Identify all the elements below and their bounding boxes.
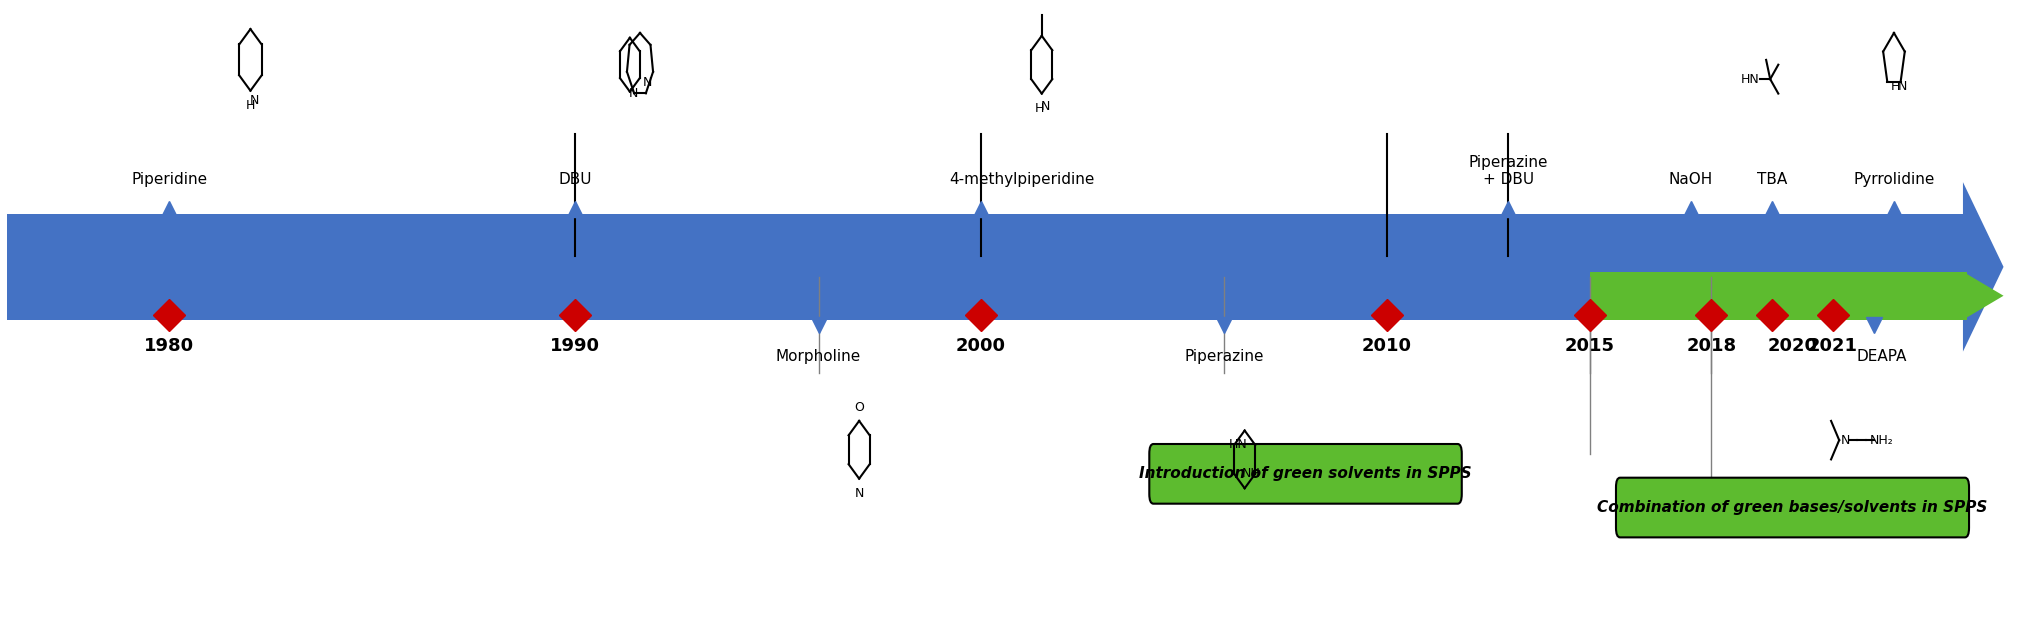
Polygon shape	[1962, 272, 2003, 320]
Text: N: N	[249, 94, 259, 107]
Text: O: O	[854, 401, 864, 414]
Text: Morpholine: Morpholine	[776, 348, 862, 364]
Polygon shape	[1962, 182, 2003, 352]
Text: Piperidine: Piperidine	[131, 172, 208, 187]
Text: NH₂: NH₂	[1870, 433, 1893, 447]
Text: H: H	[245, 99, 255, 112]
FancyBboxPatch shape	[1150, 444, 1462, 503]
Bar	[1589, 272, 1966, 320]
Text: 2000: 2000	[956, 337, 1007, 355]
Text: HN: HN	[1740, 72, 1760, 86]
Text: 1990: 1990	[549, 337, 600, 355]
Text: Piperazine: Piperazine	[1184, 348, 1264, 364]
Text: N: N	[1897, 80, 1907, 93]
Text: HN: HN	[1229, 438, 1248, 452]
Text: H: H	[1891, 80, 1901, 93]
Text: H: H	[1035, 103, 1043, 115]
Text: Piperazine
+ DBU: Piperazine + DBU	[1468, 154, 1548, 187]
Text: 1980: 1980	[145, 337, 194, 355]
Text: N: N	[1039, 100, 1050, 113]
Text: N: N	[643, 76, 651, 89]
Text: N: N	[629, 87, 639, 100]
Bar	[6, 214, 1971, 320]
Text: Introduction of green solvents in SPPS: Introduction of green solvents in SPPS	[1139, 466, 1472, 481]
Text: 2010: 2010	[1362, 337, 1411, 355]
Text: N: N	[1840, 433, 1850, 447]
Text: DBU: DBU	[557, 172, 592, 187]
FancyBboxPatch shape	[1615, 478, 1968, 537]
Text: 2020: 2020	[1768, 337, 1817, 355]
Text: 4-methylpiperidine: 4-methylpiperidine	[950, 172, 1095, 187]
Text: 2018: 2018	[1687, 337, 1736, 355]
Text: NaOH: NaOH	[1668, 172, 1713, 187]
Text: NH: NH	[1242, 467, 1260, 480]
Text: TBA: TBA	[1756, 172, 1787, 187]
Text: N: N	[854, 486, 864, 500]
Text: 2015: 2015	[1564, 337, 1615, 355]
Text: Pyrrolidine: Pyrrolidine	[1854, 172, 1934, 187]
Text: Combination of green bases/solvents in SPPS: Combination of green bases/solvents in S…	[1597, 500, 1987, 515]
Text: 2021: 2021	[1807, 337, 1858, 355]
Text: DEAPA: DEAPA	[1856, 348, 1907, 364]
